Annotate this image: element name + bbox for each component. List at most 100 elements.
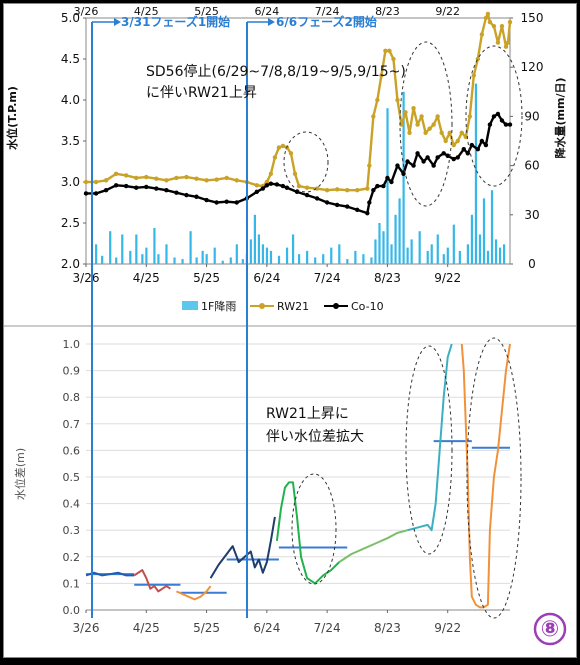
series-point <box>371 188 376 193</box>
series-point <box>495 111 501 117</box>
rain-bar <box>418 231 421 264</box>
top-left-tick-label: 4.5 <box>61 52 80 66</box>
series-point <box>264 183 270 188</box>
top-right-tick-label: 90 <box>524 109 539 123</box>
series-point <box>184 192 189 198</box>
rain-bar <box>390 244 393 264</box>
series-point <box>435 114 440 119</box>
series-point <box>280 143 286 149</box>
top-series-lines <box>83 11 513 216</box>
top-x-tick-label-upper: 9/22 <box>435 5 460 18</box>
top-right-tick-label: 60 <box>524 159 539 173</box>
rain-bar <box>452 224 455 264</box>
series-point <box>234 200 239 205</box>
series-point <box>234 178 239 183</box>
bottom-x-tick-label: 4/25 <box>133 621 160 635</box>
rain-bar <box>145 247 148 264</box>
series-point <box>483 142 489 148</box>
series-point <box>491 24 497 29</box>
rain-bar <box>201 250 204 264</box>
rain-bar <box>490 190 494 264</box>
bottom-y-label: 水位差(m) <box>13 448 27 500</box>
series-point <box>113 183 119 188</box>
top-rain-bars <box>95 83 506 264</box>
series-point <box>134 175 139 181</box>
series-point <box>174 190 179 195</box>
series-point <box>389 179 394 185</box>
bottom-x-tick-label: 7/24 <box>314 621 341 635</box>
bottom-y-tick-label: 0.7 <box>63 418 81 431</box>
series-point <box>103 178 109 183</box>
series-point <box>395 163 400 168</box>
top-x-tick-label-upper: 3/26 <box>74 5 99 18</box>
top-x-tick-label-upper: 8/23 <box>375 5 400 18</box>
series-point <box>324 200 330 205</box>
rain-bar <box>109 231 112 264</box>
rain-bar <box>306 250 309 264</box>
rain-bar <box>141 254 144 264</box>
top-x-tick-label-upper: 7/24 <box>315 5 340 18</box>
rain-bar <box>410 239 413 264</box>
series-point <box>355 207 360 213</box>
series-point <box>296 183 302 189</box>
legend-rw21-label: RW21 <box>277 300 309 313</box>
bottom-y-tick-label: 0.4 <box>63 498 81 511</box>
series-point <box>379 73 384 78</box>
top-y-left-label: 水位(T.P.m) <box>5 86 19 150</box>
rain-bar <box>269 250 273 264</box>
rain-bar <box>229 257 232 264</box>
series-line <box>86 12 512 192</box>
rain-bar <box>394 214 397 264</box>
rain-bar <box>129 250 132 264</box>
series-point <box>83 191 89 196</box>
phase1-label: 3/31フェーズ1開始 <box>121 14 230 29</box>
diff-series-line <box>338 529 408 563</box>
rain-bar <box>115 257 118 264</box>
series-point <box>455 155 460 160</box>
series-point <box>503 44 509 49</box>
series-point <box>294 189 300 195</box>
rain-bar <box>436 234 439 264</box>
series-point <box>184 174 189 180</box>
rain-bar <box>189 231 192 264</box>
series-point <box>264 179 270 185</box>
series-point <box>314 186 320 191</box>
series-point <box>431 163 436 168</box>
series-point <box>164 178 169 183</box>
series-point <box>403 110 408 115</box>
series-point <box>154 176 159 181</box>
series-point <box>459 130 464 135</box>
series-point <box>174 175 179 181</box>
rain-bar <box>486 250 490 264</box>
series-point <box>385 175 390 181</box>
top-right-tick-label: 150 <box>521 11 544 25</box>
series-point <box>475 147 481 152</box>
series-point <box>411 106 416 111</box>
series-point <box>274 182 280 187</box>
series-point <box>280 183 286 189</box>
rain-bar <box>370 257 373 264</box>
series-point <box>507 122 513 127</box>
sd56-note-line1: SD56停止(6/29~7/8,8/19~9/5,9/15~) <box>146 63 406 80</box>
series-point <box>268 181 274 186</box>
series-point <box>383 48 388 53</box>
bottom-y-tick-label: 1.0 <box>63 338 81 351</box>
series-point <box>503 122 509 127</box>
series-point <box>144 174 149 180</box>
bottom-y-tick-label: 0.2 <box>63 551 81 564</box>
bottom-y-tick-label: 0.1 <box>63 577 81 590</box>
chart-frame: 2.0 2.5 3.0 3.5 4.0 4.5 5.0 0 30 60 90 120 150 3/26 4/… <box>3 3 577 658</box>
series-point <box>324 188 330 193</box>
series-point <box>304 185 310 190</box>
series-point <box>391 56 396 62</box>
series-point <box>421 159 426 164</box>
series-point <box>113 171 119 176</box>
series-point <box>83 179 89 185</box>
series-point <box>276 145 282 150</box>
series-point <box>224 175 229 181</box>
series-point <box>387 48 392 53</box>
series-point <box>439 130 444 135</box>
bottom-x-tick-label: 3/26 <box>73 621 100 635</box>
diff-series-line <box>85 571 135 577</box>
page-badge: ⑧ <box>541 617 560 642</box>
